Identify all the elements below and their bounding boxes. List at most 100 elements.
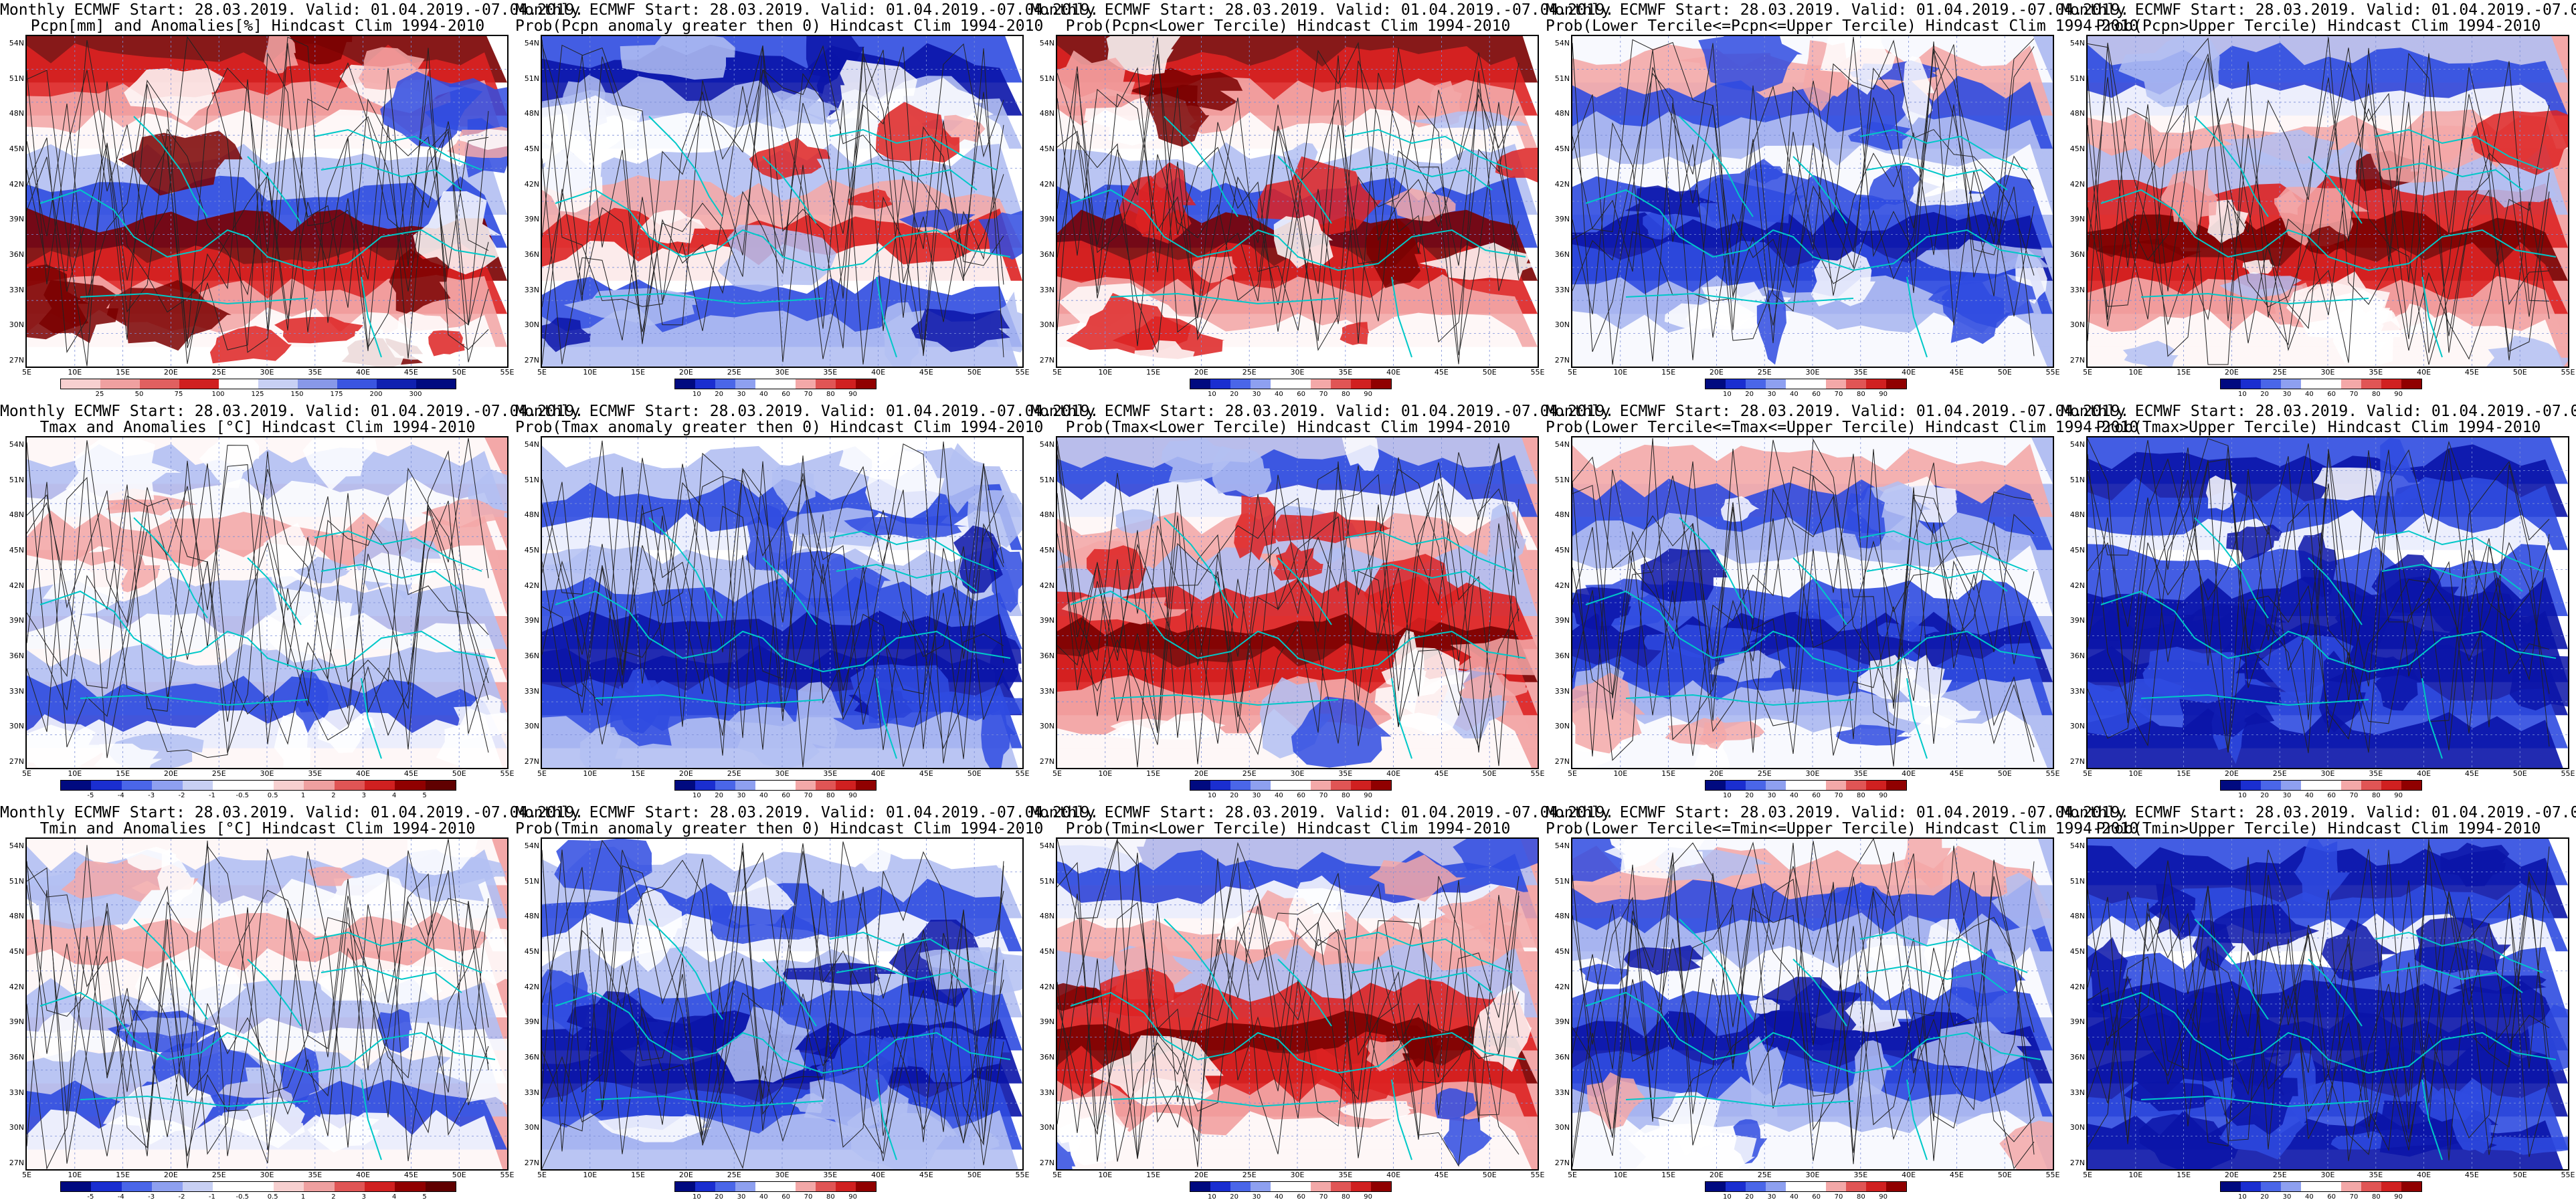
- colorbar-swatch: [1706, 379, 1726, 389]
- contour-line: [1057, 67, 1520, 340]
- contour-line: [27, 839, 489, 1146]
- field-blob: [307, 866, 355, 886]
- colorbar-swatch: [182, 781, 213, 790]
- latitude-label: 36N: [9, 1053, 24, 1062]
- colorbar-label: 60: [1297, 391, 1306, 398]
- field-blob: [1134, 340, 1198, 367]
- coastline: [247, 156, 302, 224]
- latitude-label: 33N: [1039, 1088, 1054, 1097]
- coastline: [1679, 116, 1754, 217]
- field-blob: [94, 743, 163, 768]
- longitude-label: 45E: [919, 769, 933, 778]
- colorbar: [2220, 379, 2422, 389]
- field-blob: [1419, 242, 1538, 281]
- colorbar-label: -5: [87, 792, 94, 799]
- colorbar-label: 40: [2304, 1193, 2314, 1201]
- longitude-label: 15E: [1661, 368, 1676, 377]
- longitude-label: 15E: [1661, 1171, 1676, 1179]
- colorbar-label: 100: [211, 391, 225, 398]
- longitude-label: 55E: [1015, 368, 1030, 377]
- longitude-label: 25E: [1757, 368, 1772, 377]
- longitude-label: 50E: [1997, 1171, 2012, 1179]
- latitude-label: 30N: [524, 1123, 539, 1132]
- colorbar-label: 90: [2394, 391, 2403, 398]
- colorbar-swatch: [1846, 1182, 1866, 1191]
- field-blob: [1698, 36, 1803, 92]
- latitude-label: 36N: [9, 250, 24, 259]
- longitude-label: 45E: [1949, 769, 1964, 778]
- colorbar-label: 80: [826, 1193, 835, 1201]
- coastline: [2381, 162, 2523, 191]
- colorbar-label: 80: [826, 391, 835, 398]
- latitude-label: 51N: [9, 74, 24, 83]
- longitude-label: 40E: [1902, 769, 1916, 778]
- latitude-label: 27N: [524, 1159, 539, 1167]
- field-blob: [1748, 164, 1790, 185]
- field-blob: [2298, 532, 2338, 597]
- longitude-label: 20E: [678, 769, 693, 778]
- colorbar-swatch: [1190, 781, 1210, 790]
- latitude-label: 42N: [9, 179, 24, 189]
- colorbar-swatch: [1371, 1182, 1391, 1191]
- contour-line: [1057, 41, 1520, 332]
- colorbar-swatch: [1230, 1182, 1251, 1191]
- coastline: [762, 959, 817, 1027]
- longitude-label: 15E: [2177, 368, 2191, 377]
- longitude-label: 20E: [2224, 1171, 2239, 1179]
- colorbar-swatch: [1806, 379, 1826, 389]
- colorbar-label: 1: [300, 792, 306, 799]
- map-frame: [2086, 837, 2569, 1171]
- longitude-label: 15E: [631, 1171, 646, 1179]
- longitude-label: 25E: [2272, 1171, 2287, 1179]
- coastline: [1585, 189, 2041, 272]
- contour-line: [542, 455, 1004, 750]
- colorbar-label: 60: [2327, 391, 2336, 398]
- colorbar-label: 90: [1879, 792, 1888, 799]
- colorbar-label: 80: [2371, 391, 2381, 398]
- longitude-label: 15E: [116, 769, 130, 778]
- latitude-label: 51N: [1554, 475, 1570, 484]
- contour-line: [1057, 37, 1520, 355]
- colorbar: [674, 780, 877, 791]
- latitude-label: 27N: [1554, 757, 1570, 766]
- colorbar-label: 4: [392, 792, 397, 799]
- latitude-label: 27N: [2069, 356, 2085, 365]
- coastline: [1391, 1079, 1412, 1161]
- colorbar-label: -3: [148, 1193, 155, 1201]
- longitude-label: 50E: [2512, 368, 2527, 377]
- latitude-label: 30N: [2069, 1123, 2085, 1132]
- latitude-label: 30N: [1554, 722, 1570, 731]
- colorbar-label: 90: [1879, 391, 1888, 398]
- colorbar-swatch: [1271, 1182, 1291, 1191]
- field-blob: [1852, 194, 1889, 211]
- latitude-label: 27N: [2069, 757, 2085, 766]
- forecast-field-map: [1057, 437, 1538, 768]
- latitude-label: 27N: [1039, 757, 1054, 766]
- field-blob: [1928, 266, 2037, 328]
- latitude-label: 36N: [524, 651, 539, 660]
- forecast-field-map: [542, 839, 1022, 1169]
- colorbar: [1190, 1181, 1392, 1192]
- latitude-label: 27N: [524, 757, 539, 766]
- longitude-label: 15E: [631, 368, 646, 377]
- colorbar-label: 10: [692, 1193, 701, 1201]
- contour-line: [2088, 843, 2550, 1140]
- field-blob: [554, 839, 652, 893]
- colorbar-label: 40: [1789, 391, 1799, 398]
- latitude-label: 42N: [2069, 982, 2085, 991]
- colorbar-swatch: [304, 781, 335, 790]
- colorbar-swatch: [2361, 781, 2381, 790]
- latitude-label: 48N: [1554, 912, 1570, 921]
- colorbar-label: 60: [1812, 792, 1821, 799]
- colorbar-swatch: [1251, 379, 1271, 389]
- colorbar-swatch: [1311, 379, 1331, 389]
- map-frame: [1571, 837, 2054, 1171]
- contour-line: [1572, 439, 2035, 740]
- colorbar-label: 60: [781, 1193, 791, 1201]
- colorbar-swatch: [2261, 1182, 2281, 1191]
- forecast-panel: Monthly ECMWF Start: 28.03.2019. Valid: …: [2061, 0, 2576, 401]
- longitude-label: 10E: [1613, 368, 1628, 377]
- coastline: [762, 156, 817, 224]
- colorbar: [1190, 379, 1392, 389]
- longitude-label: 10E: [1098, 368, 1113, 377]
